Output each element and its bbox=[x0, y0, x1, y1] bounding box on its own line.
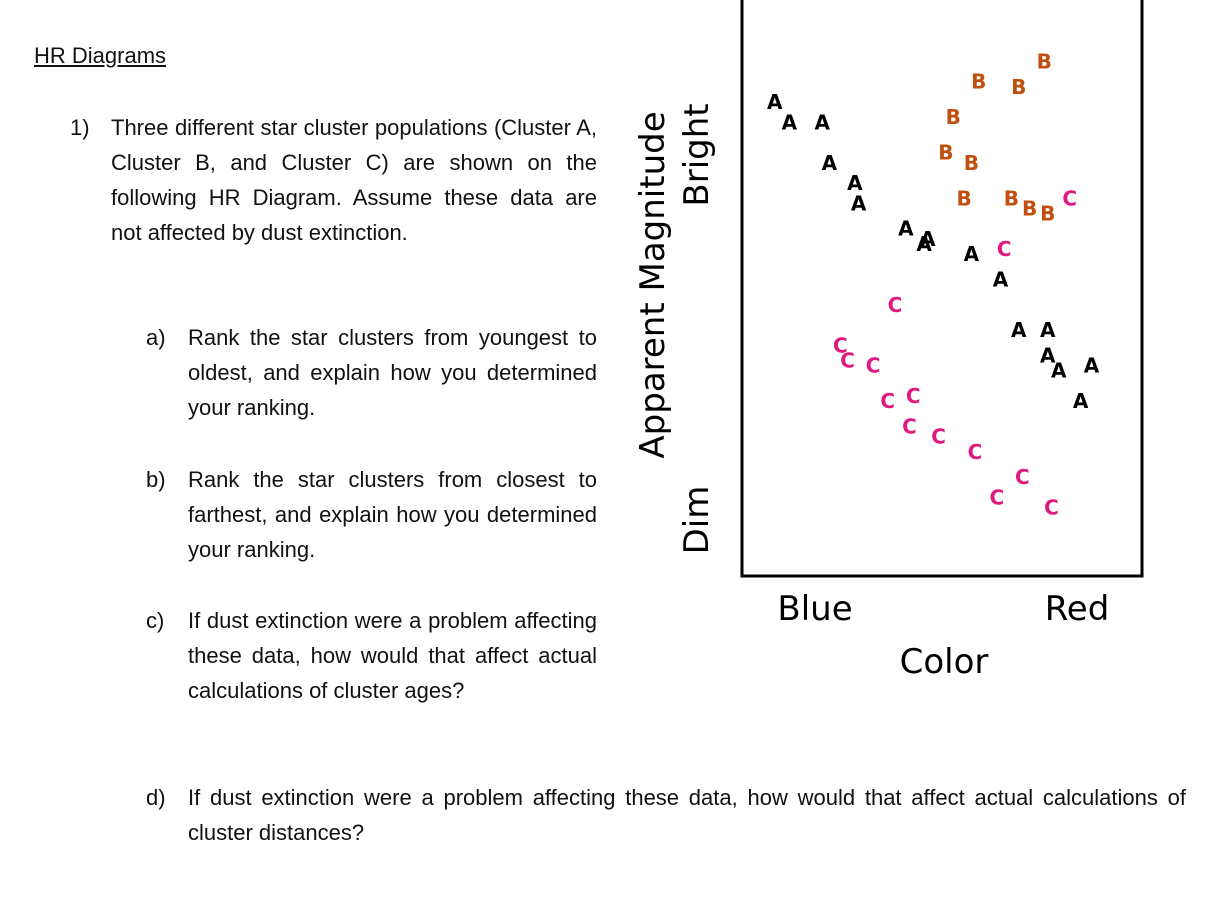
part-label: b) bbox=[146, 467, 166, 492]
point-cluster-c-13: C bbox=[1044, 496, 1059, 520]
y-end-label-dim: Dim bbox=[677, 486, 717, 555]
point-cluster-c-5: C bbox=[866, 354, 881, 378]
worksheet-heading: HR Diagrams bbox=[34, 43, 167, 68]
x-axis-label: Color bbox=[900, 642, 989, 682]
point-cluster-a-14: A bbox=[1051, 359, 1067, 383]
point-cluster-c-9: C bbox=[931, 425, 946, 449]
point-cluster-c-12: C bbox=[990, 485, 1005, 509]
x-end-label-blue: Blue bbox=[777, 589, 852, 629]
point-cluster-c-3: C bbox=[833, 333, 848, 357]
point-cluster-c-6: C bbox=[880, 389, 895, 413]
part-b: b) Rank the star clusters from closest t… bbox=[146, 462, 597, 567]
point-cluster-b-8: B bbox=[1022, 196, 1037, 220]
point-cluster-c-8: C bbox=[902, 415, 917, 439]
point-cluster-b-0: B bbox=[971, 70, 986, 94]
point-cluster-c-1: C bbox=[997, 237, 1012, 261]
point-cluster-b-5: B bbox=[964, 151, 979, 175]
part-label: c) bbox=[146, 608, 165, 633]
point-cluster-c-4: C bbox=[840, 349, 855, 373]
y-axis-label: Apparent Magnitude bbox=[633, 111, 673, 458]
plot-frame bbox=[740, 0, 1144, 578]
point-cluster-a-11: A bbox=[1011, 318, 1027, 342]
point-cluster-c-11: C bbox=[1015, 465, 1030, 489]
point-cluster-a-0: A bbox=[767, 90, 783, 114]
part-label: d) bbox=[146, 785, 166, 810]
question-number: 1) bbox=[70, 115, 90, 140]
point-cluster-b-6: B bbox=[956, 186, 971, 210]
point-cluster-b-7: B bbox=[1004, 186, 1019, 210]
point-cluster-a-2: A bbox=[814, 110, 830, 134]
point-cluster-a-1: A bbox=[782, 110, 798, 134]
point-cluster-a-12: A bbox=[1040, 318, 1056, 342]
point-cluster-a-10: A bbox=[993, 267, 1009, 291]
part-a: a) Rank the star clusters from youngest … bbox=[146, 320, 597, 425]
part-text: Rank the star clusters from closest to f… bbox=[188, 467, 597, 562]
point-cluster-c-0: C bbox=[1062, 186, 1077, 210]
x-end-label-red: Red bbox=[1045, 589, 1110, 629]
point-cluster-c-7: C bbox=[906, 384, 921, 408]
hr-diagram: Bright Dim Apparent Magnitude Blue Red C… bbox=[633, 0, 1144, 682]
question-text: Three different star cluster populations… bbox=[111, 115, 597, 245]
point-cluster-a-8: A bbox=[920, 227, 936, 251]
part-d: d) If dust extinction were a problem aff… bbox=[146, 780, 1186, 850]
part-label: a) bbox=[146, 325, 166, 350]
point-cluster-a-9: A bbox=[964, 242, 980, 266]
point-cluster-a-13: A bbox=[1040, 344, 1056, 368]
point-cluster-c-2: C bbox=[888, 293, 903, 317]
point-cluster-a-16: A bbox=[1073, 389, 1089, 413]
point-cluster-a-4: A bbox=[847, 171, 863, 195]
point-cluster-a-6: A bbox=[898, 217, 914, 241]
point-cluster-b-9: B bbox=[1040, 202, 1055, 226]
point-cluster-a-7: A bbox=[916, 232, 932, 256]
point-cluster-b-3: B bbox=[946, 105, 961, 129]
point-cluster-b-1: B bbox=[1011, 75, 1026, 99]
question-1: 1) Three different star cluster populati… bbox=[70, 110, 597, 250]
part-c: c) If dust extinction were a problem aff… bbox=[146, 603, 597, 708]
point-cluster-b-4: B bbox=[938, 141, 953, 165]
point-cluster-a-3: A bbox=[822, 151, 838, 175]
point-cluster-c-10: C bbox=[968, 440, 983, 464]
part-text: If dust extinction were a problem affect… bbox=[188, 608, 597, 703]
point-cluster-a-15: A bbox=[1084, 354, 1100, 378]
part-text: If dust extinction were a problem affect… bbox=[188, 785, 1186, 845]
part-text: Rank the star clusters from youngest to … bbox=[188, 325, 597, 420]
y-end-label-bright: Bright bbox=[677, 103, 717, 206]
point-cluster-a-5: A bbox=[851, 191, 867, 215]
point-cluster-b-2: B bbox=[1037, 49, 1052, 73]
